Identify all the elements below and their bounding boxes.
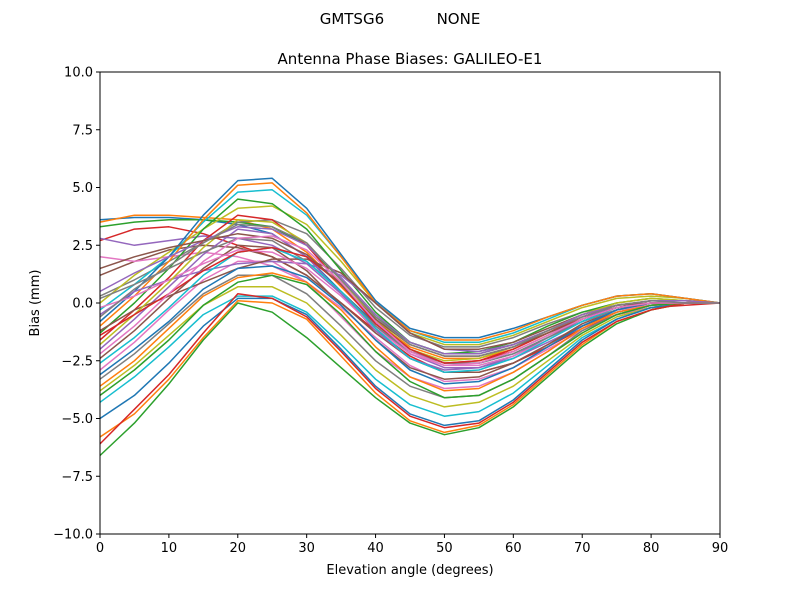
x-tick-label: 90 (712, 541, 729, 556)
x-tick-label: 70 (574, 541, 591, 556)
series-line-21 (99, 297, 720, 427)
y-tick-label: −2.5 (61, 354, 93, 369)
y-tick-label: 7.5 (72, 123, 93, 138)
series-line-33 (99, 274, 720, 399)
series-line-38 (99, 223, 720, 357)
series-line-12 (99, 182, 721, 341)
y-tick-label: 2.5 (72, 239, 93, 254)
y-tick-label: 5.0 (72, 181, 93, 196)
x-tick-label: 50 (436, 541, 453, 556)
x-tick-label: 20 (230, 541, 247, 556)
series-line-37 (99, 235, 720, 367)
y-axis-label: Bias (mm) (28, 270, 43, 337)
x-tick-label: 10 (161, 541, 178, 556)
series-line-24 (99, 293, 720, 445)
x-tick-label: 0 (96, 541, 104, 556)
x-tick-label: 80 (643, 541, 660, 556)
plot-frame (99, 71, 721, 535)
x-tick-label: 30 (298, 541, 315, 556)
y-tick-label: −10.0 (53, 528, 93, 543)
axis-ticks: 0 10 20 30 40 50 60 70 80 90 −10.0 −7.5 −5.0 −2.5 0.0 2… (53, 66, 728, 557)
series-line-31 (99, 265, 720, 385)
chart-title: Antenna Phase Biases: GALILEO-E1 (278, 50, 543, 68)
series-line-23 (99, 302, 720, 457)
y-tick-label: −7.5 (61, 470, 93, 485)
suptitle: GMTSG6 NONE (320, 10, 481, 28)
y-tick-label: −5.0 (61, 412, 93, 427)
x-tick-label: 60 (505, 541, 522, 556)
x-axis-label: Elevation angle (degrees) (326, 563, 493, 578)
x-tick-label: 40 (367, 541, 384, 556)
plot-lines (99, 177, 721, 457)
y-tick-label: 0.0 (72, 297, 93, 312)
series-line-32 (99, 272, 720, 392)
y-tick-label: 10.0 (64, 66, 93, 81)
